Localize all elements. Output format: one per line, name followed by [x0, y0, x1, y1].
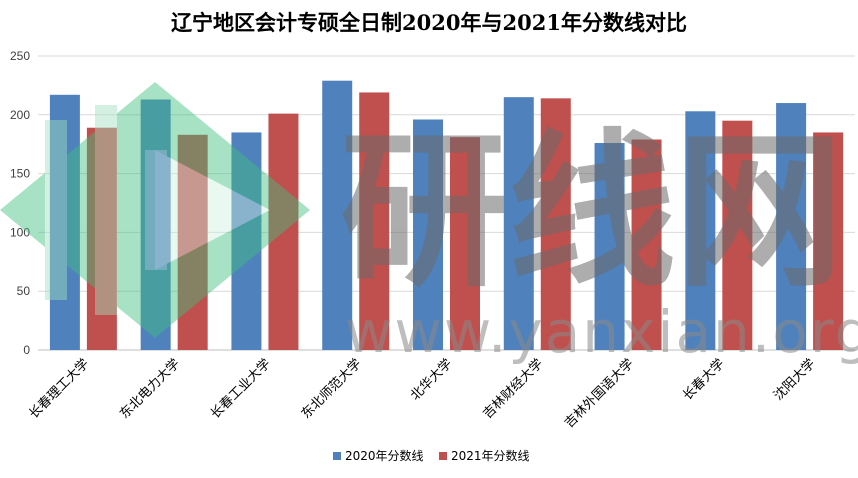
- bar-series2: [631, 139, 662, 350]
- legend-swatch: [439, 452, 447, 460]
- bar-series1: [140, 99, 171, 351]
- bar-series1: [503, 97, 534, 350]
- yanxian-logo-icon: [0, 82, 310, 338]
- bar-series2: [540, 98, 571, 350]
- bar-series2: [450, 137, 480, 350]
- bar-series1: [685, 111, 716, 350]
- bar-series2: [359, 92, 390, 351]
- legend-label: 2020年分数线: [345, 448, 424, 463]
- legend: 2020年分数线 2021年分数线: [333, 448, 530, 463]
- x-category-label: 东北电力大学: [117, 356, 183, 422]
- bar-series1: [776, 103, 807, 350]
- y-tick-label: 150: [10, 167, 30, 181]
- chart-title: 辽宁地区会计专硕全日制2020年与2021年分数线对比: [171, 10, 687, 35]
- y-tick-label: 100: [10, 225, 30, 239]
- bar-series2: [722, 120, 753, 351]
- legend-label: 2021年分数线: [451, 448, 530, 463]
- bar-series2: [177, 134, 208, 350]
- y-tick-label: 250: [10, 49, 30, 63]
- watermark-text: 研线网: [340, 114, 844, 310]
- bar-series1: [49, 94, 80, 350]
- y-tick-label: 50: [17, 284, 31, 298]
- watermark: 研线网 www.yanxian.org: [0, 82, 858, 366]
- bars: [49, 80, 844, 351]
- bar-series1: [231, 132, 262, 350]
- y-axis-ticks: 0 50 100 150 200 250: [10, 49, 30, 357]
- bar-series1: [322, 80, 353, 351]
- watermark-url: www.yanxian.org: [345, 298, 858, 366]
- y-tick-label: 200: [10, 108, 30, 122]
- x-category-label: 吉林外国语大学: [561, 356, 637, 432]
- bar-series2: [86, 127, 117, 351]
- x-axis-categories: 长春理工大学 东北电力大学 长春工业大学 东北师范大学 北华大学 吉林财经大学 吉林外国语大…: [26, 356, 819, 432]
- x-category-label: 长春工业大学: [207, 356, 273, 422]
- gridlines: [38, 55, 855, 351]
- y-tick-label: 0: [23, 343, 30, 357]
- x-category-label: 长春理工大学: [26, 356, 92, 422]
- bar-series2: [813, 132, 844, 350]
- bar-series2: [268, 113, 299, 351]
- bar-series1: [594, 143, 625, 350]
- legend-swatch: [333, 452, 341, 460]
- bar-series1: [413, 119, 443, 350]
